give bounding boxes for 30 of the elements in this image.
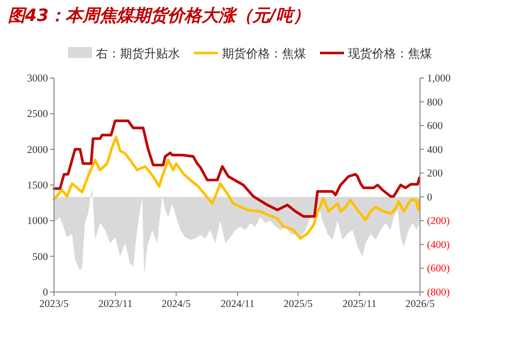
x-tick-label: 2024/11 [220,299,255,310]
legend-label: 期货价格：焦煤 [222,46,306,60]
y2-tick-label: (600) [427,264,450,275]
line-series [52,120,421,218]
y2-tick-label: 800 [427,97,443,108]
legend-label: 右：期货升贴水 [96,46,180,60]
x-tick-label: 2023/11 [98,299,132,310]
y-tick-label: 1000 [27,216,48,228]
y-tick-label: 3000 [27,74,48,84]
y2-tick-label: 200 [427,168,443,180]
y-tick-label: 1500 [27,180,48,192]
x-tick-label: 2024/5 [162,299,191,310]
y-tick-label: 500 [32,252,48,263]
y2-tick-label: 600 [427,121,443,132]
y2-tick-label: 1,000 [427,74,451,84]
y-tick-label: 2500 [27,109,48,120]
x-tick-label: 2023/5 [39,299,69,310]
x-tick-label: 2026/5 [405,299,435,310]
y-tick-label: 0 [42,288,48,298]
y2-tick-label: 400 [427,144,443,156]
y2-tick-label: (400) [427,240,450,251]
line-series [52,136,421,240]
y2-tick-label: (800) [427,288,450,298]
y2-tick-label: 0 [427,192,432,204]
y2-tick-label: (200) [427,216,450,228]
x-tick-label: 2025/11 [342,299,377,310]
chart-title: 图43：本周焦煤期货价格大涨（元/吨） [8,6,310,26]
y-tick-label: 2000 [27,144,48,156]
legend-label: 现货价格：焦煤 [348,46,432,60]
x-tick-label: 2025/5 [284,299,313,310]
